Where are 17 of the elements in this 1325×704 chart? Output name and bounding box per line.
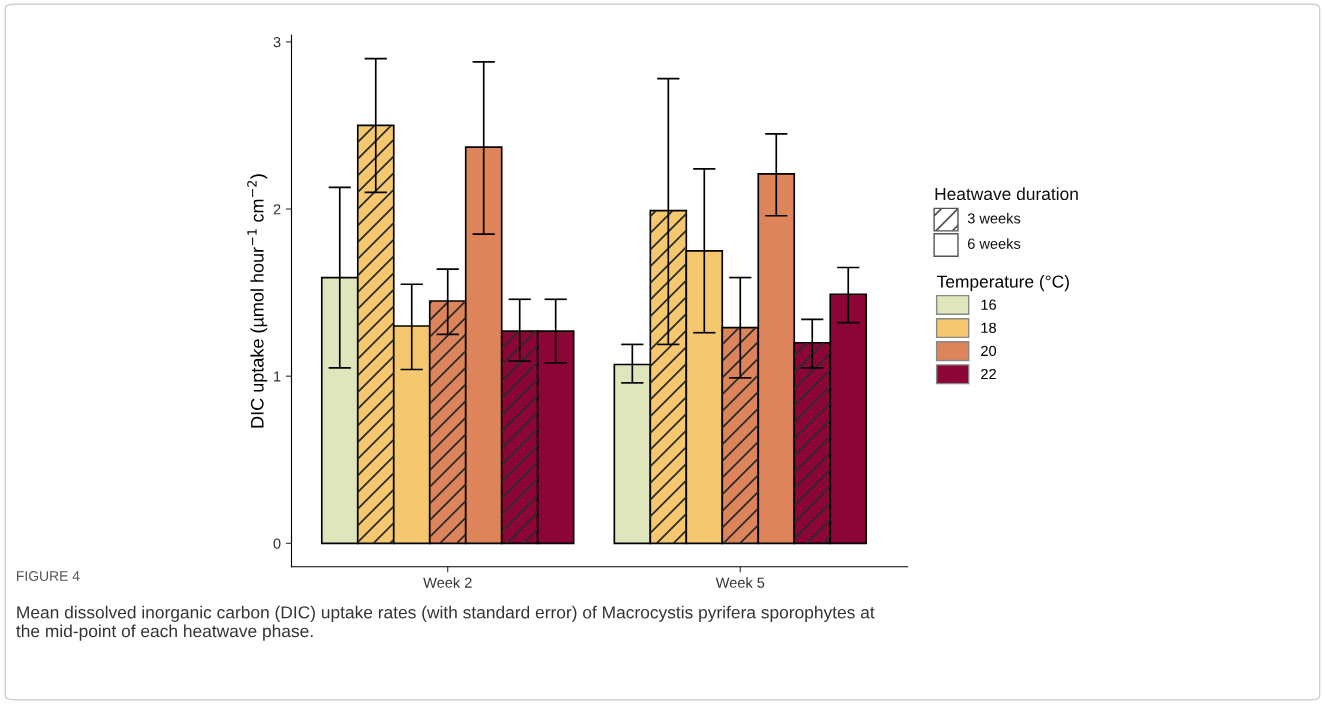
y-tick-label: 1 (274, 371, 281, 382)
legend-label: 22 (981, 368, 996, 380)
y-axis-title: DIC uptake (µmol hour$^{−1}$ cm$^{−2}$) (247, 174, 268, 428)
legend-label: 20 (981, 345, 997, 357)
text: Temperature (°C) (937, 275, 1069, 292)
x-tick-label: Week 2 (423, 577, 472, 588)
text: Heatwave duration (935, 187, 1078, 201)
x-tick-label: Week 5 (715, 577, 765, 588)
text: 6 weeks (967, 238, 1021, 249)
legend-label: 16 (981, 299, 996, 310)
text: Mean dissolved inorganic carbon (DIC) uptake rates (with standard error) of Macrocystis pyrifera sporophytes at the mid-point of each heatwave phase. (16, 605, 875, 641)
legend-label: 18 (981, 322, 996, 333)
text: 3 weeks (967, 212, 1021, 224)
y-tick-label: 0 (273, 538, 281, 549)
y-tick-label: 3 (273, 36, 281, 48)
caption: FIGURE 4 (17, 571, 80, 581)
y-tick-label: 2 (273, 204, 281, 215)
